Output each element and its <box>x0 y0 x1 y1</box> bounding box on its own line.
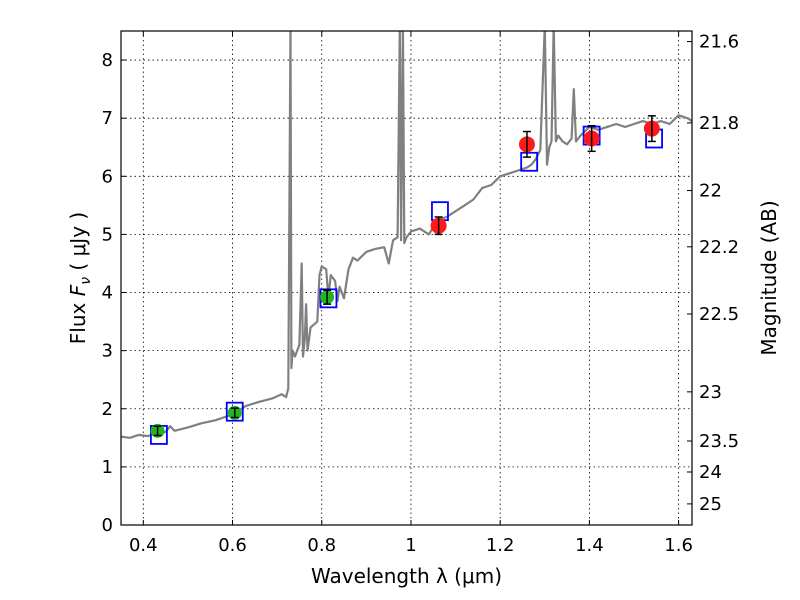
model-photometry-box <box>520 151 539 172</box>
x-tick-label: 0.6 <box>218 535 247 556</box>
model-photometry-boxes <box>150 125 663 445</box>
observed-photometry <box>150 115 660 438</box>
y2-tick-label: 23.5 <box>699 431 739 452</box>
spectrum-line <box>121 31 692 439</box>
x-tick-label: 1.4 <box>575 535 604 556</box>
y-tick-label: 0 <box>102 515 113 536</box>
grid <box>121 31 692 525</box>
x-axis-title: Wavelength λ (μm) <box>311 564 502 588</box>
y-tick-label: 2 <box>102 399 113 420</box>
model-photometry-box <box>225 401 244 422</box>
y-tick-label: 4 <box>102 283 113 304</box>
x-tick-label: 0.8 <box>307 535 336 556</box>
y2-tick-label: 22 <box>699 181 722 202</box>
y-tick-label: 3 <box>102 341 113 362</box>
y2-tick-label: 22.5 <box>699 304 739 325</box>
y2-tick-label: 22.2 <box>699 237 739 258</box>
x-tick-label: 1.6 <box>664 535 693 556</box>
y-tick-label: 7 <box>102 108 113 129</box>
y-tick-label: 5 <box>102 224 113 245</box>
y-tick-label: 8 <box>102 50 113 71</box>
y-tick-label: 1 <box>102 457 113 478</box>
y2-tick-label: 25 <box>699 494 722 515</box>
y2-tick-label: 23 <box>699 382 722 403</box>
axis-ticks: 0.4 0.6 0.8 1 1.2 1.4 1.601234567821.621.82222… <box>102 31 739 556</box>
y-axis-title: Flux Fν ( μJy ) <box>66 212 94 344</box>
x-tick-label: 1.2 <box>486 535 515 556</box>
y2-axis-title: Magnitude (AB) <box>757 200 781 355</box>
x-tick-label: 1 <box>405 535 416 556</box>
y2-tick-label: 21.6 <box>699 32 739 53</box>
y-tick-label: 6 <box>102 166 113 187</box>
model-spectrum <box>121 31 692 439</box>
plot-frame <box>120 30 693 526</box>
y2-tick-label: 24 <box>699 462 722 483</box>
y2-tick-label: 21.8 <box>699 113 739 134</box>
x-tick-label: 0.4 <box>129 535 158 556</box>
